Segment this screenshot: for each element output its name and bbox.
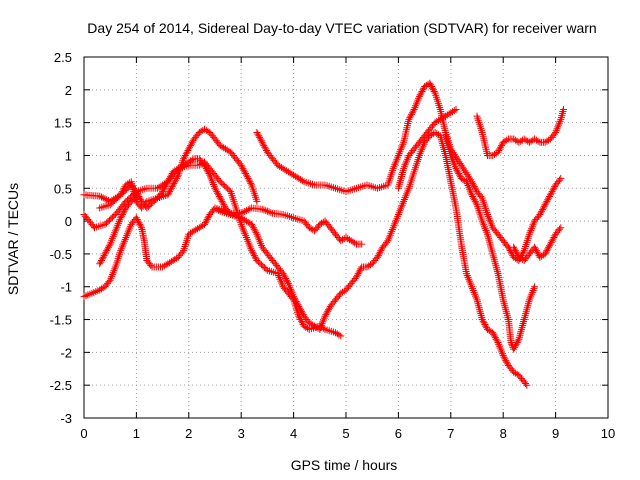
x-tick-label: 3 [238,426,245,441]
marker-trail [442,132,539,353]
marker-trail [96,194,140,268]
data-markers [80,79,567,389]
x-tick-label: 10 [601,426,615,441]
series-track-2 [253,79,565,264]
y-axis-tick-labels: -3 -2.5 -2 -1.5 -1 -0.5 0 0.5 1 1.5 2 2.5 [50,50,72,426]
x-tick-label: 1 [133,426,140,441]
axis-ticks [83,56,609,419]
x-axis-tick-labels: 0 1 2 3 4 5 6 7 8 9 10 [80,426,615,441]
x-tick-label: 2 [185,426,192,441]
series-track-6 [96,194,140,268]
y-tick-label: -1.5 [50,313,72,328]
y-tick-label: 1 [65,148,72,163]
y-tick-label: -2 [60,345,72,360]
y-tick-label: 1.5 [54,116,72,131]
y-tick-label: -1 [60,280,72,295]
x-tick-label: 9 [552,426,559,441]
series-track-4 [80,129,531,389]
x-tick-label: 6 [395,426,402,441]
y-axis-label: SDTVAR / TECUs [5,183,21,295]
marker-trail [253,79,565,264]
series-track-8 [394,106,460,192]
marker-trail [80,129,531,389]
y-tick-label: 0 [65,214,72,229]
series-track-5 [96,155,245,222]
x-axis-label: GPS time / hours [291,457,398,473]
x-tick-label: 4 [290,426,297,441]
series-track-10 [473,106,567,159]
y-tick-label: -2.5 [50,378,72,393]
series-track-7 [211,204,366,248]
y-tick-label: 0.5 [54,181,72,196]
chart-title: Day 254 of 2014, Sidereal Day-to-day VTE… [87,20,596,36]
series-track-9 [442,132,539,353]
y-tick-label: 2 [65,83,72,98]
marker-trail [394,106,460,192]
marker-trail [211,204,366,248]
marker-trail [96,155,245,222]
y-tick-label: -0.5 [50,247,72,262]
y-tick-label: -3 [60,411,72,426]
x-tick-label: 5 [342,426,349,441]
y-tick-label: 2.5 [54,50,72,65]
x-tick-label: 7 [447,426,454,441]
marker-trail [510,224,565,264]
x-tick-label: 0 [80,426,87,441]
marker-trail [473,106,567,159]
series-track-11 [510,224,565,264]
x-tick-label: 8 [500,426,507,441]
